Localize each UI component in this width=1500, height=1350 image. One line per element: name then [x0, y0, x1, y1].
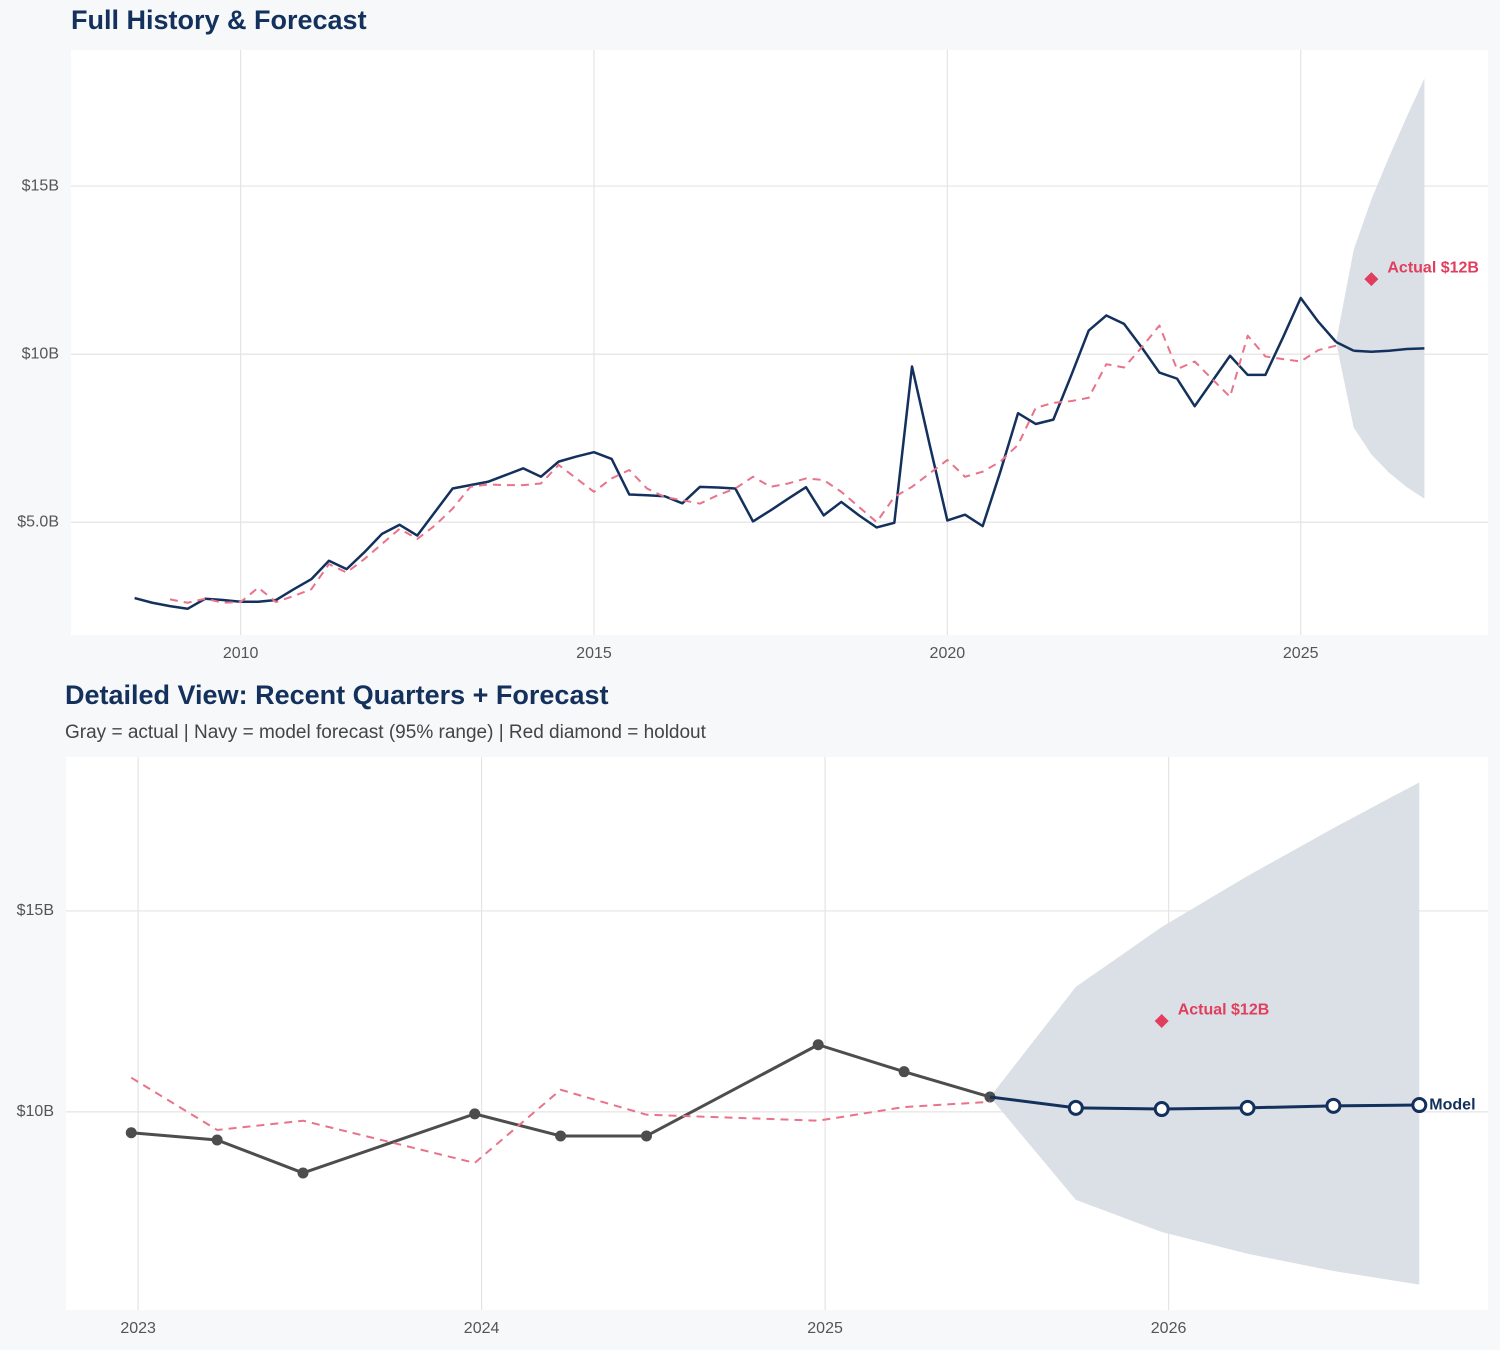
series-connector — [989, 1095, 1077, 1110]
holdout-diamond — [1364, 272, 1379, 287]
x-tick-label: 2024 — [464, 1320, 500, 1337]
point-marker — [812, 1039, 824, 1051]
x-tick-label: 2015 — [576, 645, 612, 662]
forecast-band — [989, 782, 1420, 1285]
chart-subtitle: Gray = actual | Navy = model forecast (9… — [65, 722, 707, 743]
chart-panel: Detailed View: Recent Quarters + Forecas… — [17, 680, 1488, 1337]
fit-line — [169, 324, 1337, 604]
chart-title: Detailed View: Recent Quarters + Forecas… — [65, 680, 608, 710]
y-tick-label: $10B — [22, 345, 59, 362]
point-marker — [1411, 1097, 1428, 1114]
point-marker — [297, 1167, 309, 1179]
series-line — [1353, 347, 1425, 353]
holdout-label: Actual $12B — [1387, 259, 1479, 276]
y-tick-label: $15B — [22, 177, 59, 194]
point-marker — [1153, 1101, 1170, 1118]
y-tick-label: $10B — [17, 1103, 54, 1120]
point-marker — [640, 1130, 652, 1142]
point-marker — [555, 1130, 567, 1142]
series-line — [134, 296, 1337, 611]
chart-title: Full History & Forecast — [71, 5, 367, 35]
chart-panel: Full History & Forecast 2010 2015 2020 2025 $… — [17, 5, 1488, 662]
x-tick-label: 2025 — [807, 1320, 843, 1337]
y-tick-label: $5.0B — [17, 513, 59, 530]
x-tick-label: 2026 — [1151, 1320, 1187, 1337]
holdout-label: Actual $12B — [1178, 1001, 1270, 1018]
point-marker — [1325, 1097, 1342, 1114]
point-marker — [1067, 1099, 1084, 1116]
forecast-band — [1336, 78, 1425, 499]
holdout-diamond — [1154, 1014, 1169, 1029]
series-label: Model — [1429, 1096, 1475, 1113]
plot-area — [71, 50, 1488, 635]
series-connector — [1335, 340, 1355, 352]
y-tick-label: $15B — [17, 902, 54, 919]
point-marker — [469, 1108, 481, 1120]
x-tick-label: 2020 — [930, 645, 966, 662]
x-tick-label: 2025 — [1283, 645, 1319, 662]
x-tick-label: 2023 — [120, 1320, 156, 1337]
x-tick-label: 2010 — [223, 645, 259, 662]
point-marker — [211, 1134, 223, 1146]
fit-line — [130, 1076, 991, 1164]
point-marker — [898, 1066, 910, 1078]
point-marker — [125, 1127, 137, 1139]
point-marker — [1239, 1099, 1256, 1116]
